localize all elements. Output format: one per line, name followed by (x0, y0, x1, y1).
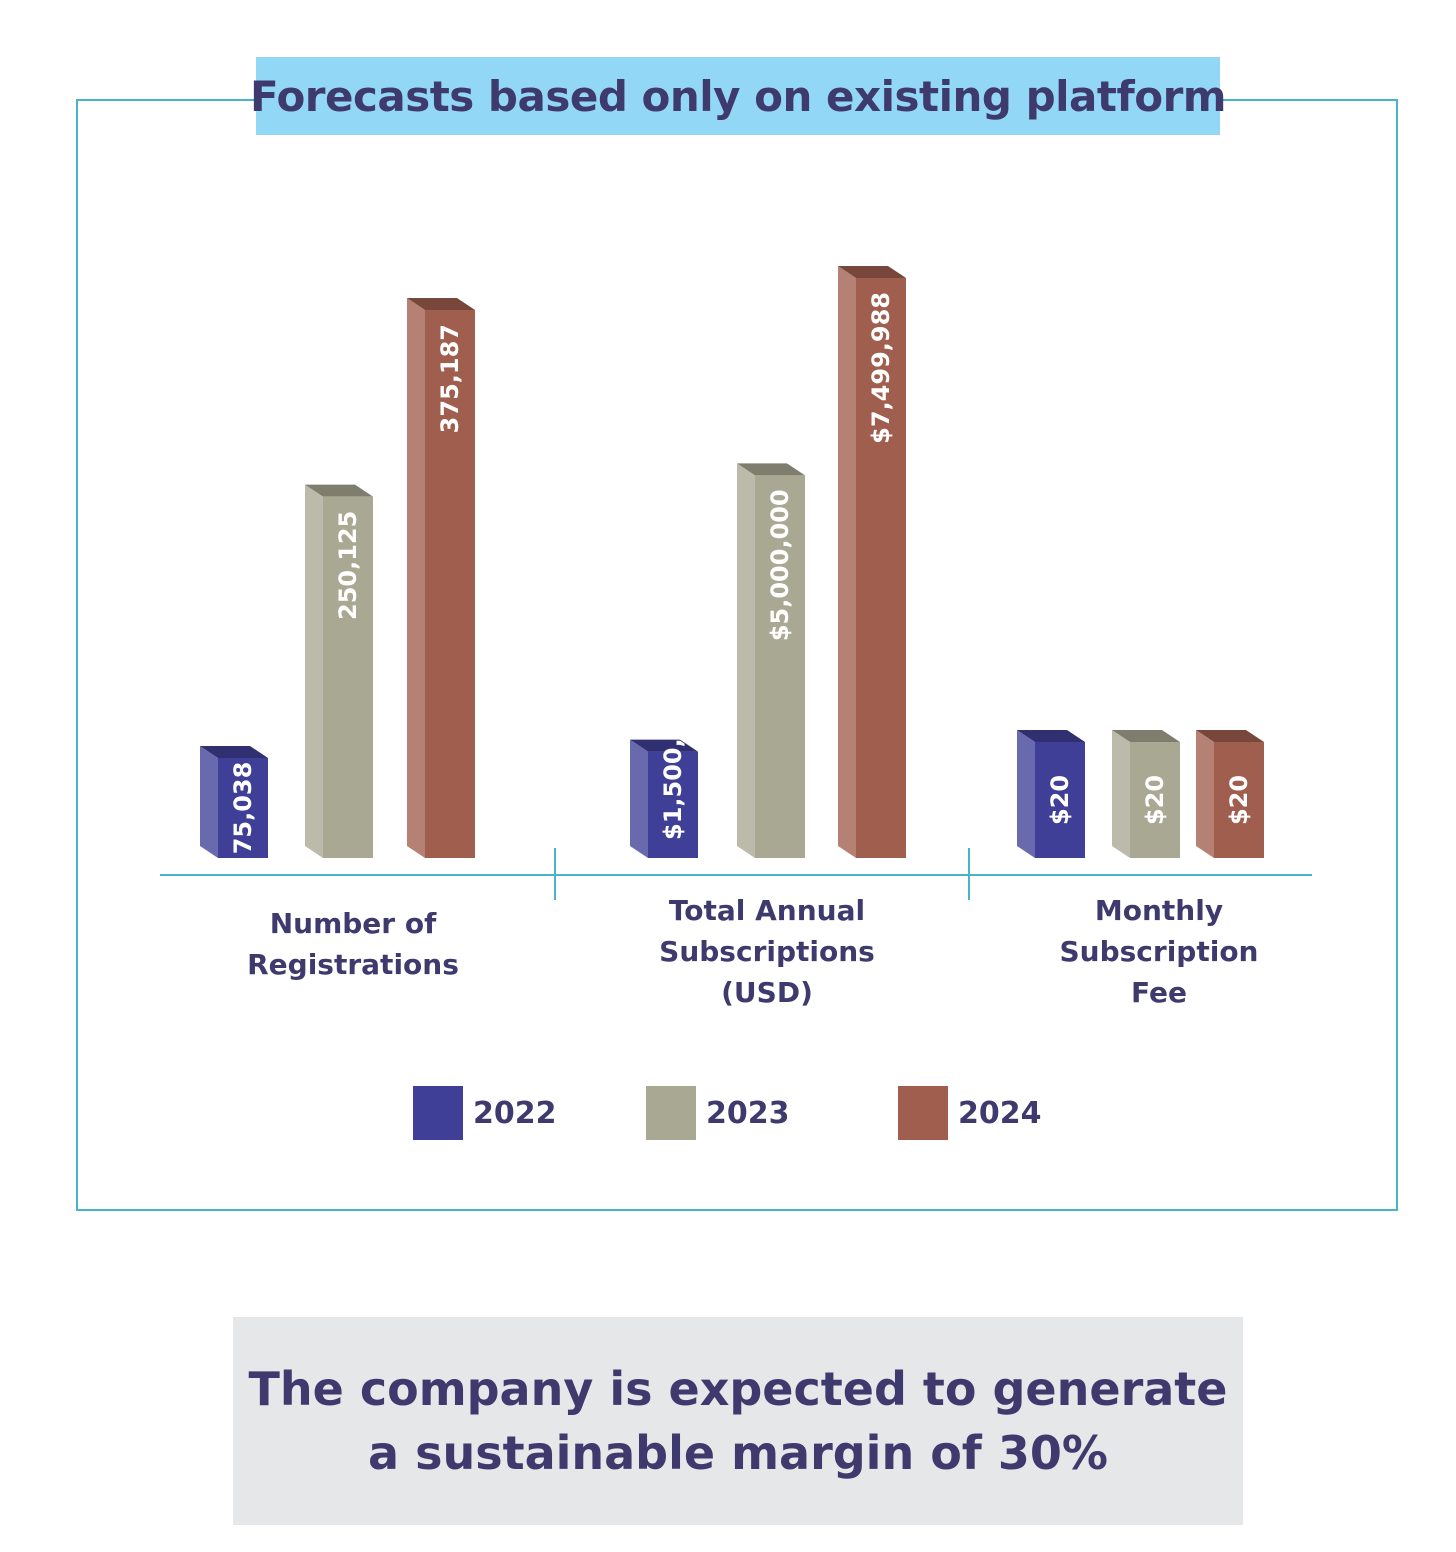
legend-item-2022: 2022 (413, 1086, 557, 1140)
bar-value-label: 75,038 (229, 762, 257, 855)
bar-2024-group-2: $7,499,988 (838, 266, 906, 858)
legend-label-2024: 2024 (958, 1095, 1042, 1131)
footer-line-2: a sustainable margin of 30% (368, 1426, 1108, 1480)
bar-value-label: $20 (1046, 775, 1074, 825)
bar-2022-group-1: 75,038 (200, 745, 268, 858)
bar-value-label: $1,500,010 (659, 688, 687, 840)
legend-swatch-2022 (413, 1086, 463, 1140)
bar-front-face (755, 475, 805, 858)
bar-side-face (200, 745, 218, 858)
bar-side-face (1196, 730, 1214, 858)
bar-front-face (218, 757, 268, 858)
chart-title-box: Forecasts based only on existing platfor… (250, 57, 1227, 135)
bar-top-face (305, 484, 373, 497)
group-label-1: Number of Registrations (247, 907, 459, 981)
bar-side-face (737, 463, 755, 858)
legend-label-2023: 2023 (706, 1095, 790, 1131)
bar-front-face (1130, 742, 1180, 858)
bar-top-face (1017, 730, 1085, 742)
bar-2023-group-1: 250,125 (305, 484, 373, 858)
group-label-3: Monthly Subscription Fee (1059, 894, 1259, 1009)
bar-2022-group-3: $20 (1017, 730, 1085, 858)
bar-front-face (856, 278, 906, 858)
bar-value-label: 250,125 (334, 511, 362, 620)
bar-front-face (1214, 742, 1264, 858)
bar-top-face (737, 463, 805, 476)
footer-text: The company is expected to generate a su… (248, 1357, 1227, 1485)
bar-top-face (1112, 730, 1180, 742)
bar-2024-group-3: $20 (1196, 730, 1264, 858)
bar-side-face (1017, 730, 1035, 858)
chart-title: Forecasts based only on existing platfor… (249, 71, 1227, 121)
footer-callout: The company is expected to generate a su… (233, 1317, 1243, 1525)
bar-side-face (305, 484, 323, 858)
bar-2022-group-2: $1,500,010 (630, 688, 698, 858)
bar-front-face (323, 496, 373, 858)
bar-chart: 75,038 250,125 375,187 $1,500,010 $5,000,000… (160, 266, 1312, 900)
bar-side-face (407, 298, 425, 858)
bar-top-face (407, 298, 475, 310)
bar-side-face (630, 739, 648, 858)
bar-top-face (630, 739, 698, 752)
legend-item-2023: 2023 (646, 1086, 790, 1140)
bar-top-face (200, 745, 268, 758)
axis-layer (160, 848, 1312, 900)
legend-label-2022: 2022 (473, 1095, 557, 1131)
bar-front-face (425, 310, 475, 858)
bar-value-label: $7,499,988 (867, 292, 895, 444)
bar-top-face (1196, 730, 1264, 742)
footer-line-1: The company is expected to generate (248, 1362, 1228, 1416)
bar-front-face (1035, 742, 1085, 858)
legend-item-2024: 2024 (898, 1086, 1042, 1140)
bar-top-face (838, 266, 906, 278)
bar-value-label: $20 (1225, 775, 1253, 825)
bar-value-label: 375,187 (436, 324, 464, 433)
legend-swatch-2023 (646, 1086, 696, 1140)
bar-side-face (838, 266, 856, 858)
bars-layer: 75,038 250,125 375,187 $1,500,010 $5,000,000… (200, 266, 1264, 858)
bar-2023-group-3: $20 (1112, 730, 1180, 858)
legend-swatch-2024 (898, 1086, 948, 1140)
bar-2024-group-1: 375,187 (407, 298, 475, 858)
bar-front-face (648, 751, 698, 858)
bar-value-label: $20 (1141, 775, 1169, 825)
bar-value-label: $5,000,000 (766, 489, 794, 641)
bar-2023-group-2: $5,000,000 (737, 463, 805, 858)
group-label-2: Total Annual Subscriptions (USD) (659, 894, 875, 1009)
bar-side-face (1112, 730, 1130, 858)
